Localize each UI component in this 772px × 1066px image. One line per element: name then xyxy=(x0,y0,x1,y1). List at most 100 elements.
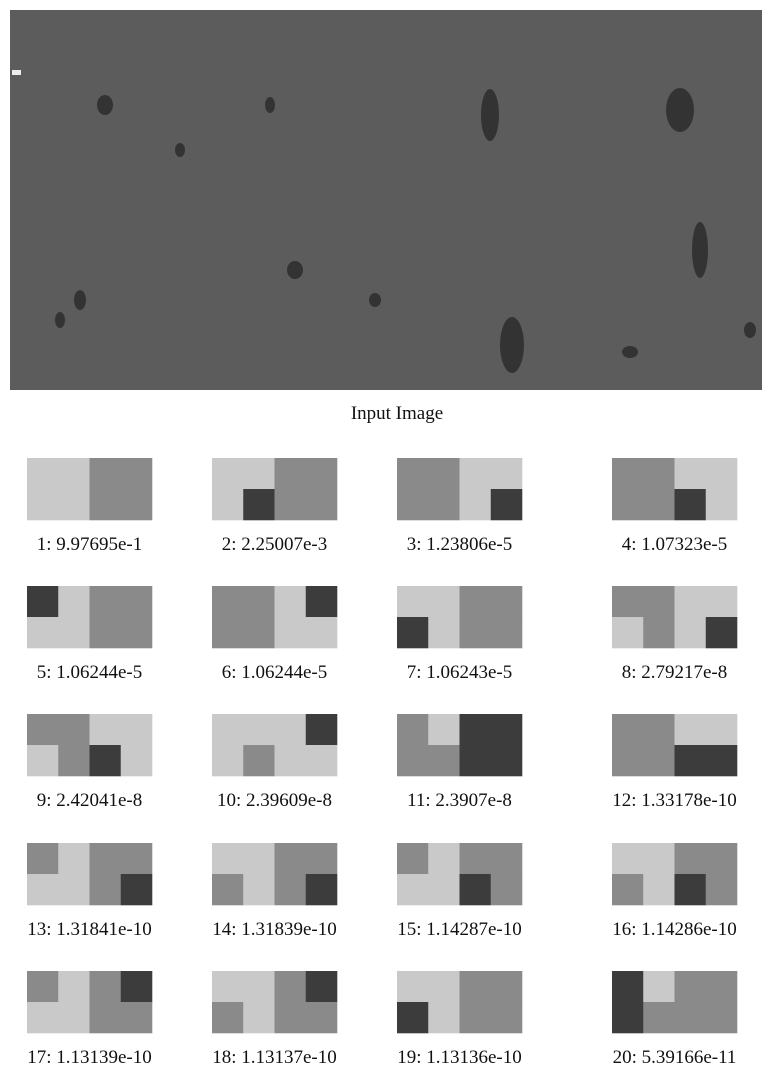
tile-cell xyxy=(58,745,90,776)
pattern-tile xyxy=(27,586,152,648)
pattern-tile xyxy=(397,458,522,520)
tile-cell xyxy=(675,745,707,776)
tile-cell xyxy=(491,714,523,745)
tile-cell xyxy=(706,489,738,520)
tile-cell xyxy=(460,843,492,874)
pattern-tile xyxy=(27,458,152,520)
tile-cell xyxy=(243,586,275,617)
tile-cell xyxy=(643,458,675,489)
pattern-tile xyxy=(612,458,737,520)
tile-cell xyxy=(306,489,338,520)
tile-cell xyxy=(27,1002,59,1033)
tile-cell xyxy=(675,874,707,905)
tile-cell xyxy=(428,1002,460,1033)
tile-label: 5: 1.06244e-5 xyxy=(37,662,143,683)
tile-cell xyxy=(491,1002,523,1033)
tile-cell xyxy=(397,1002,429,1033)
tile-cell xyxy=(397,586,429,617)
tile-cell xyxy=(90,874,122,905)
tile-cell xyxy=(612,458,644,489)
tile-cell xyxy=(397,843,429,874)
tile-label: 16: 1.14286e-10 xyxy=(612,919,737,940)
tile-cell xyxy=(27,714,59,745)
tile-cell xyxy=(706,1002,738,1033)
tile-label: 9: 2.42041e-8 xyxy=(37,790,143,811)
tile-cell xyxy=(90,714,122,745)
tile-cell xyxy=(212,617,244,648)
tile-cell xyxy=(428,617,460,648)
tile-cell xyxy=(27,745,59,776)
tile-cell xyxy=(306,971,338,1002)
tile-cell xyxy=(121,1002,153,1033)
tile-cell xyxy=(243,617,275,648)
tile-cell xyxy=(243,971,275,1002)
tile-cell xyxy=(706,586,738,617)
tile-cell xyxy=(243,745,275,776)
tile-cell xyxy=(306,458,338,489)
tile-cell xyxy=(58,874,90,905)
tile-cell xyxy=(643,843,675,874)
tile-cell xyxy=(275,971,307,1002)
tile-cell xyxy=(212,843,244,874)
tile-cell xyxy=(90,489,122,520)
tile-cell xyxy=(428,874,460,905)
tile-label: 14: 1.31839e-10 xyxy=(212,919,337,940)
tile-cell xyxy=(460,874,492,905)
tile-cell xyxy=(643,489,675,520)
tile-cell xyxy=(27,489,59,520)
tile-cell xyxy=(612,1002,644,1033)
tile-cell xyxy=(121,971,153,1002)
tile-cell xyxy=(397,745,429,776)
tile-cell xyxy=(491,458,523,489)
pattern-tile xyxy=(397,714,522,776)
tile-label: 7: 1.06243e-5 xyxy=(407,662,513,683)
tile-cell xyxy=(428,714,460,745)
tile-cell xyxy=(428,586,460,617)
tile-cell xyxy=(58,1002,90,1033)
tile-cell xyxy=(27,617,59,648)
tile-cell xyxy=(706,843,738,874)
tile-cell xyxy=(121,874,153,905)
tile-cell xyxy=(275,489,307,520)
tile-cell xyxy=(90,843,122,874)
tile-cell xyxy=(428,458,460,489)
tile-cell xyxy=(243,874,275,905)
tile-cell xyxy=(612,714,644,745)
tile-label: 3: 1.23806e-5 xyxy=(407,534,513,555)
tile-cell xyxy=(612,617,644,648)
tile-cell xyxy=(27,586,59,617)
pattern-tile xyxy=(612,843,737,905)
tile-cell xyxy=(212,458,244,489)
tile-cell xyxy=(212,586,244,617)
tile-cell xyxy=(121,458,153,489)
pattern-tile xyxy=(27,714,152,776)
tile-cell xyxy=(90,458,122,489)
tile-cell xyxy=(212,489,244,520)
tile-cell xyxy=(27,843,59,874)
tile-cell xyxy=(121,843,153,874)
tile-cell xyxy=(275,617,307,648)
tile-cell xyxy=(675,843,707,874)
tile-cell xyxy=(275,458,307,489)
pattern-tile xyxy=(27,843,152,905)
tile-cell xyxy=(27,458,59,489)
tile-cell xyxy=(706,714,738,745)
tile-cell xyxy=(643,1002,675,1033)
pattern-tile xyxy=(397,843,522,905)
tile-cell xyxy=(306,617,338,648)
tile-cell xyxy=(675,458,707,489)
tile-cell xyxy=(612,745,644,776)
tile-cell xyxy=(243,489,275,520)
tile-cell xyxy=(612,489,644,520)
tile-label: 17: 1.13139e-10 xyxy=(27,1047,152,1066)
tile-cell xyxy=(275,874,307,905)
tile-cell xyxy=(612,874,644,905)
tile-cell xyxy=(460,458,492,489)
tile-cell xyxy=(428,489,460,520)
pattern-tile xyxy=(27,971,152,1033)
tile-cell xyxy=(460,617,492,648)
tile-cell xyxy=(58,458,90,489)
tile-cell xyxy=(243,843,275,874)
tile-cell xyxy=(275,745,307,776)
tile-cell xyxy=(612,971,644,1002)
